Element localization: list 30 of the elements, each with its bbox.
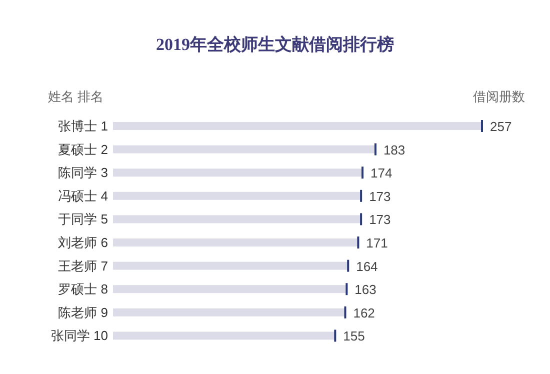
data-label: 174 [370, 166, 392, 181]
y-tick-label: 陈同学 3 [58, 165, 108, 180]
y-tick-label: 王老师 7 [58, 258, 108, 274]
bar [113, 145, 376, 154]
y-tick-label: 夏硕士 2 [58, 142, 108, 157]
bar [113, 332, 336, 340]
bar [113, 285, 348, 294]
data-label: 173 [369, 212, 391, 228]
data-label: 173 [369, 188, 391, 204]
y-tick-label: 刘老师 6 [58, 235, 108, 250]
bar [113, 262, 350, 270]
chart-title: 2019年全校师生文献借阅排行榜 [156, 35, 394, 54]
bar [113, 308, 346, 316]
data-label: 155 [343, 328, 365, 344]
y-tick-label: 张博士 1 [58, 118, 108, 134]
bar [113, 122, 483, 130]
y-tick-label: 冯硕士 4 [58, 188, 108, 204]
data-label: 257 [490, 119, 512, 134]
y-tick-label: 于同学 5 [58, 212, 108, 227]
x-axis-title: 借阅册数 [473, 89, 525, 104]
data-label: 162 [353, 305, 375, 320]
data-label: 183 [383, 142, 406, 158]
y-tick-label: 张同学 10 [50, 328, 108, 344]
y-tick-label: 罗硕士 8 [58, 282, 108, 297]
data-label: 163 [354, 282, 376, 298]
data-label: 164 [356, 258, 378, 274]
bar [113, 238, 360, 246]
data-label: 171 [366, 236, 388, 250]
y-axis-title: 姓名 排名 [48, 89, 104, 104]
y-tick-label: 陈老师 9 [58, 304, 108, 320]
